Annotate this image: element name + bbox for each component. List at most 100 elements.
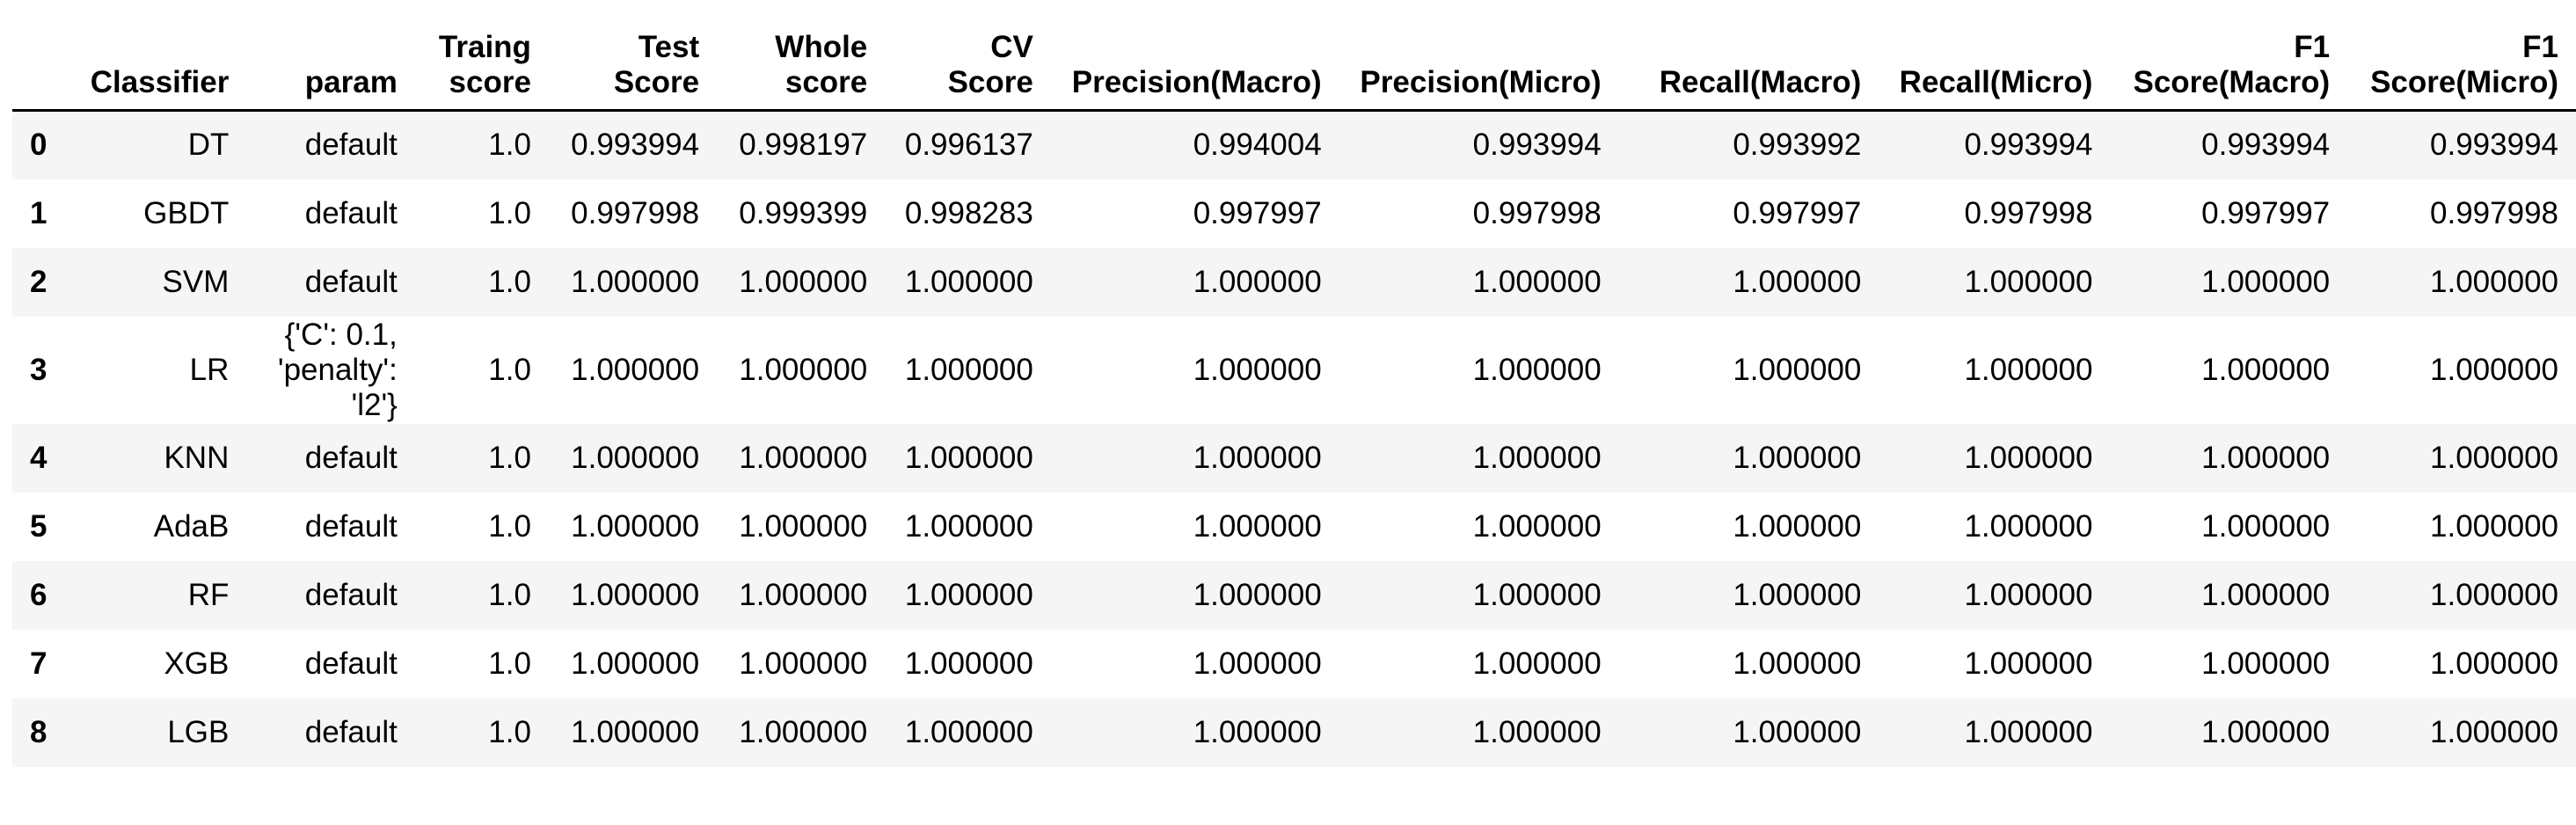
table-row: 7 XGB default 1.0 1.000000 1.000000 1.000000 1.…: [12, 630, 2576, 698]
classifier-cell: KNN: [164, 440, 230, 475]
cv-score-cell: 0.998283: [904, 195, 1033, 230]
classifier-cell: RF: [187, 577, 230, 612]
header-param: param: [246, 9, 415, 112]
precision-micro-cell: 1.000000: [1472, 264, 1602, 299]
f1-micro-cell: 1.000000: [2430, 508, 2558, 544]
f1-macro-cell: 1.000000: [2201, 440, 2331, 475]
training-score-cell: 1.0: [488, 264, 531, 299]
recall-micro-cell: 1.000000: [1964, 714, 2093, 749]
param-cell: default: [304, 440, 398, 475]
recall-macro-cell: 1.000000: [1733, 714, 1862, 749]
row-index: 5: [30, 508, 47, 544]
cv-score-cell: 0.996137: [904, 128, 1033, 163]
whole-score-cell: 0.999399: [739, 195, 868, 230]
whole-score-cell: 0.998197: [739, 128, 868, 163]
param-cell: {'C': 0.1, 'penalty': 'l2'}: [277, 317, 398, 422]
test-score-cell: 1.000000: [571, 508, 700, 544]
precision-macro-cell: 1.000000: [1193, 646, 1322, 681]
f1-micro-cell: 1.000000: [2430, 264, 2558, 299]
table-header: Classifier param Traing score Test Score…: [12, 9, 2576, 112]
training-score-cell: 1.0: [488, 508, 531, 544]
whole-score-cell: 1.000000: [739, 264, 868, 299]
precision-micro-cell: 0.993994: [1472, 128, 1602, 163]
header-row: Classifier param Traing score Test Score…: [12, 9, 2576, 112]
whole-score-cell: 1.000000: [739, 646, 868, 681]
classifier-cell: LGB: [167, 714, 230, 749]
training-score-cell: 1.0: [488, 440, 531, 475]
precision-micro-cell: 1.000000: [1472, 646, 1602, 681]
param-cell: default: [304, 195, 398, 230]
recall-micro-cell: 0.993994: [1964, 128, 2093, 163]
param-cell: default: [304, 508, 398, 544]
precision-micro-cell: 1.000000: [1472, 440, 1602, 475]
test-score-cell: 0.997998: [571, 195, 700, 230]
cv-score-cell: 1.000000: [904, 646, 1033, 681]
test-score-cell: 0.993994: [571, 128, 700, 163]
recall-macro-cell: 1.000000: [1733, 352, 1862, 387]
whole-score-cell: 1.000000: [739, 440, 868, 475]
header-whole-score: Whole score: [717, 9, 886, 112]
classifier-cell: AdaB: [153, 508, 230, 544]
f1-macro-cell: 1.000000: [2201, 577, 2331, 612]
test-score-cell: 1.000000: [571, 264, 700, 299]
dataframe-output: Classifier param Traing score Test Score…: [12, 9, 2576, 767]
recall-micro-cell: 0.997998: [1964, 195, 2093, 230]
header-f1-micro: F1 Score(Micro): [2347, 9, 2576, 112]
row-index: 6: [30, 577, 47, 612]
precision-macro-cell: 1.000000: [1193, 508, 1322, 544]
training-score-cell: 1.0: [488, 646, 531, 681]
header-training-score: Traing score: [414, 9, 549, 112]
recall-macro-cell: 0.993992: [1733, 128, 1862, 163]
test-score-cell: 1.000000: [571, 646, 700, 681]
recall-macro-cell: 1.000000: [1733, 508, 1862, 544]
recall-micro-cell: 1.000000: [1964, 440, 2093, 475]
test-score-cell: 1.000000: [571, 440, 700, 475]
table-row: 5 AdaB default 1.0 1.000000 1.000000 1.000000 1…: [12, 493, 2576, 561]
training-score-cell: 1.0: [488, 352, 531, 387]
f1-macro-cell: 1.000000: [2201, 264, 2331, 299]
table-body: 0 DT default 1.0 0.993994 0.998197 0.996137 0.9…: [12, 110, 2576, 767]
recall-micro-cell: 1.000000: [1964, 352, 2093, 387]
recall-macro-cell: 1.000000: [1733, 264, 1862, 299]
param-cell: default: [304, 577, 398, 612]
table-row: 3 LR {'C': 0.1, 'penalty': 'l2'} 1.0 1.00000…: [12, 317, 2576, 424]
row-index: 8: [30, 714, 47, 749]
header-test-score: Test Score: [548, 9, 718, 112]
whole-score-cell: 1.000000: [739, 714, 868, 749]
recall-micro-cell: 1.000000: [1964, 577, 2093, 612]
f1-micro-cell: 1.000000: [2430, 352, 2558, 387]
header-recall-micro: Recall(Micro): [1879, 9, 2111, 112]
f1-micro-cell: 0.997998: [2430, 195, 2558, 230]
f1-micro-cell: 1.000000: [2430, 440, 2558, 475]
f1-macro-cell: 1.000000: [2201, 646, 2331, 681]
table-row: 8 LGB default 1.0 1.000000 1.000000 1.000000 1.…: [12, 697, 2576, 767]
training-score-cell: 1.0: [488, 128, 531, 163]
param-cell: default: [304, 264, 398, 299]
precision-micro-cell: 1.000000: [1472, 508, 1602, 544]
precision-macro-cell: 1.000000: [1193, 440, 1322, 475]
f1-macro-cell: 1.000000: [2201, 508, 2331, 544]
whole-score-cell: 1.000000: [739, 577, 868, 612]
training-score-cell: 1.0: [488, 577, 531, 612]
param-cell: default: [304, 646, 398, 681]
header-classifier: Classifier: [64, 9, 247, 112]
classifier-cell: DT: [187, 128, 230, 163]
precision-macro-cell: 1.000000: [1193, 352, 1322, 387]
precision-macro-cell: 1.000000: [1193, 264, 1322, 299]
recall-micro-cell: 1.000000: [1964, 646, 2093, 681]
f1-macro-cell: 0.997997: [2201, 195, 2331, 230]
table-row: 2 SVM default 1.0 1.000000 1.000000 1.000000 1.…: [12, 247, 2576, 317]
row-index: 1: [30, 195, 47, 230]
table-row: 4 KNN default 1.0 1.000000 1.000000 1.000000 1.…: [12, 423, 2576, 493]
header-recall-macro: Recall(Macro): [1618, 9, 1879, 112]
table-row: 1 GBDT default 1.0 0.997998 0.999399 0.998283 0…: [12, 179, 2576, 248]
training-score-cell: 1.0: [488, 714, 531, 749]
cv-score-cell: 1.000000: [904, 508, 1033, 544]
row-index: 3: [30, 352, 47, 387]
whole-score-cell: 1.000000: [739, 508, 868, 544]
f1-macro-cell: 0.993994: [2201, 128, 2331, 163]
cv-score-cell: 1.000000: [904, 440, 1033, 475]
recall-macro-cell: 1.000000: [1733, 440, 1862, 475]
precision-macro-cell: 0.997997: [1193, 195, 1322, 230]
precision-macro-cell: 1.000000: [1193, 714, 1322, 749]
